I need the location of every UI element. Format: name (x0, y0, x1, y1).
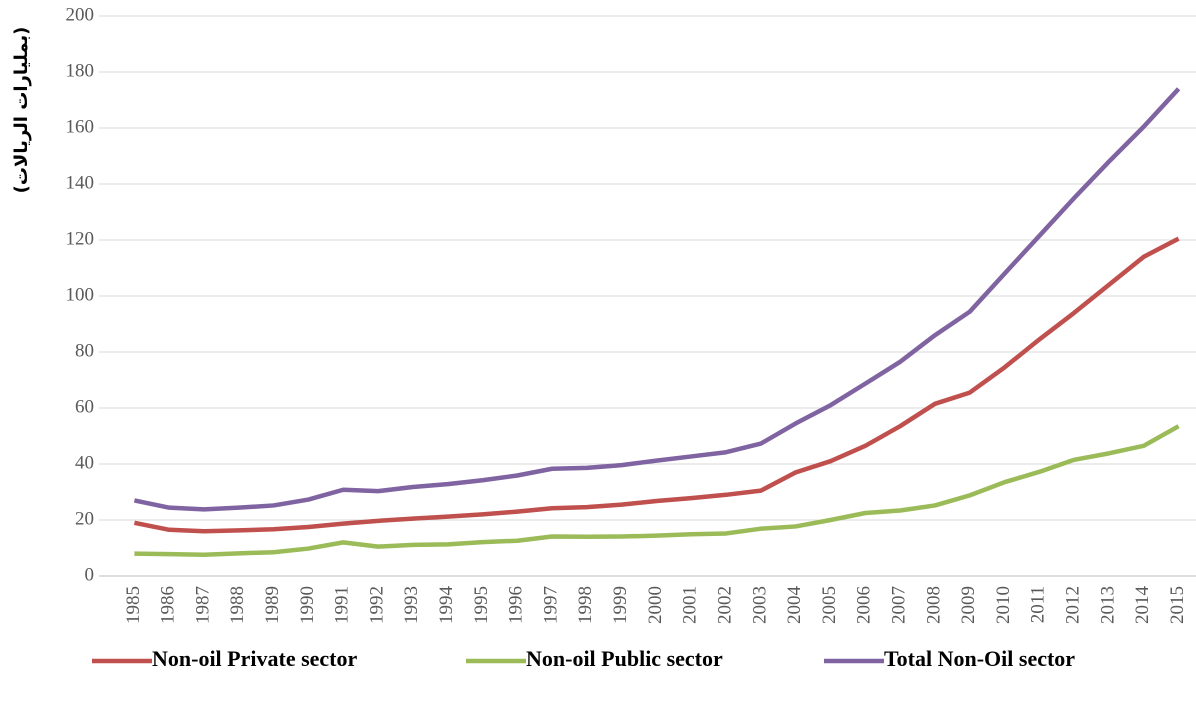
x-tick-label: 2010 (993, 586, 1014, 624)
y-tick-label: 160 (66, 116, 95, 137)
x-tick-label: 1996 (506, 586, 527, 624)
y-tick-label: 120 (66, 228, 95, 249)
x-tick-label: 1990 (297, 586, 318, 624)
legend-text: Total Non-Oil sector (884, 646, 1075, 671)
y-tick-label: 40 (75, 452, 94, 473)
x-tick-label: 2012 (1063, 586, 1084, 624)
series-line (133, 236, 1180, 534)
x-tick-label: 1992 (366, 586, 387, 624)
x-tick-label: 2005 (819, 586, 840, 624)
x-tick-label: 1997 (540, 586, 561, 624)
x-tick-label: 1985 (123, 586, 144, 624)
y-tick-label: 180 (66, 60, 95, 81)
x-tick-label: 1998 (575, 586, 596, 624)
x-tick-label: 2003 (749, 586, 770, 624)
x-tick-label: 2002 (714, 586, 735, 624)
x-tick-label: 1995 (471, 586, 492, 624)
x-tick-label: 1993 (401, 586, 422, 624)
x-tick-label: 2007 (889, 586, 910, 624)
x-tick-label: 2009 (958, 586, 979, 624)
y-tick-label: 100 (66, 284, 95, 305)
x-tick-label: 2006 (854, 586, 875, 624)
series-line (133, 87, 1181, 512)
x-tick-label: 1989 (262, 586, 283, 624)
x-tick-label: 2008 (923, 586, 944, 624)
y-tick-label: 200 (66, 4, 95, 25)
x-tick-label: 2000 (645, 586, 666, 624)
y-tick-label: 60 (75, 396, 94, 417)
x-tick-label: 2001 (680, 586, 701, 624)
x-tick-label: 1987 (192, 586, 213, 624)
x-tick-label: 2014 (1132, 586, 1153, 625)
x-tick-label: 1986 (158, 586, 179, 624)
y-tick-label: 20 (75, 508, 94, 529)
legend-text: Non-oil Private sector (152, 646, 357, 671)
x-tick-label: 1991 (332, 586, 353, 624)
x-tick-label: 1999 (610, 586, 631, 624)
y-tick-label: 0 (85, 564, 95, 585)
y-tick-label: 140 (66, 172, 95, 193)
x-tick-label: 2013 (1097, 586, 1118, 624)
x-tick-label: 1994 (436, 586, 457, 625)
x-tick-label: 2004 (784, 586, 805, 625)
x-tick-label: 1988 (227, 586, 248, 624)
y-axis-label: (بمليارات الريالات) (11, 27, 32, 194)
legend-text: Non-oil Public sector (526, 646, 723, 671)
y-tick-label: 80 (75, 340, 94, 361)
x-tick-label: 2015 (1167, 586, 1188, 624)
series-line (134, 424, 1180, 557)
x-tick-label: 2011 (1028, 586, 1049, 623)
